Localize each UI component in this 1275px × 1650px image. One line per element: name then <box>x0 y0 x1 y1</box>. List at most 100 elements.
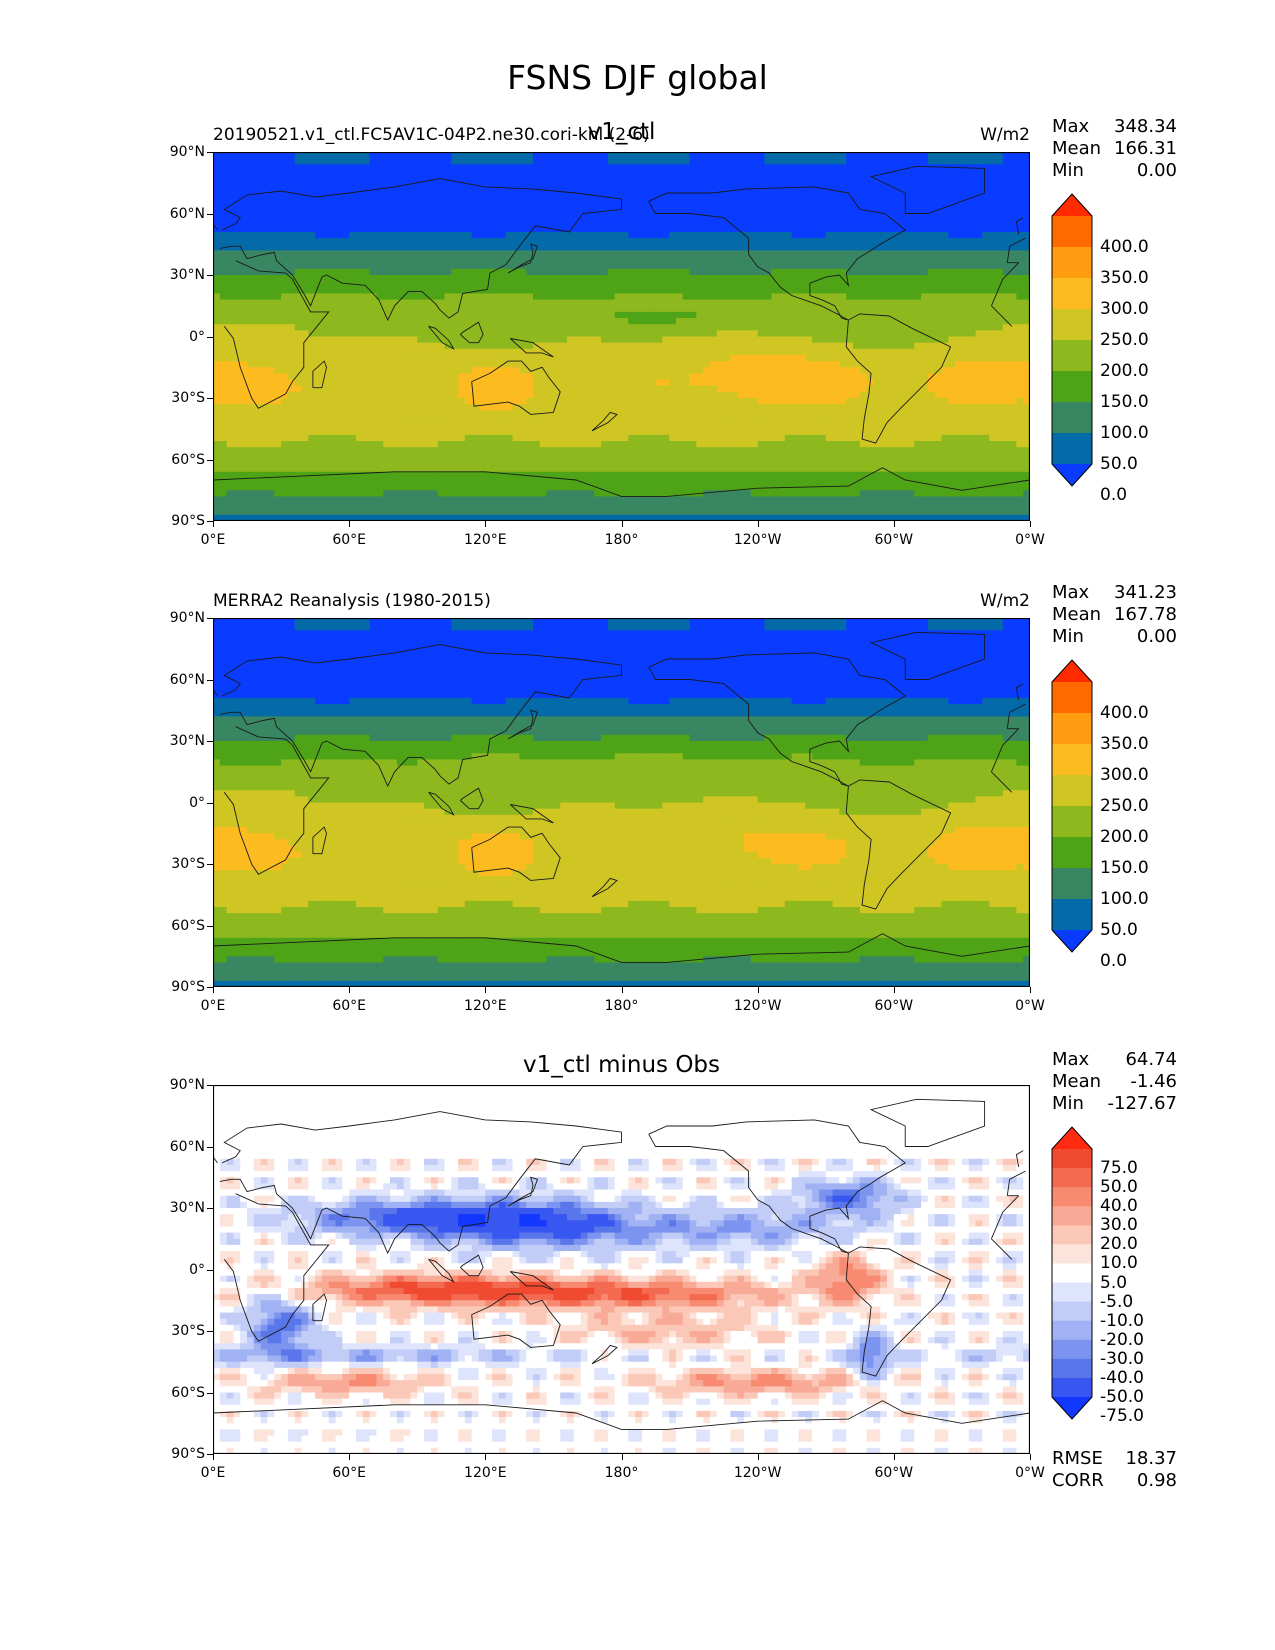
field-cell <box>716 262 725 270</box>
field-cell <box>451 219 459 227</box>
field-cell <box>975 176 983 184</box>
field-cell <box>723 373 732 381</box>
field-cell <box>852 250 861 258</box>
field-cell <box>294 318 303 325</box>
field-cell <box>648 164 657 172</box>
field-cell <box>771 330 779 338</box>
field-cell <box>961 176 970 184</box>
field-cell <box>437 201 446 208</box>
field-cell <box>485 348 493 356</box>
field-cell <box>390 164 398 172</box>
field-cell <box>240 268 248 276</box>
field-cell <box>941 361 949 368</box>
field-cell <box>233 318 241 325</box>
field-cell <box>614 336 623 344</box>
field-cell <box>934 201 943 208</box>
field-cell <box>369 379 377 387</box>
field-cell <box>532 201 541 208</box>
field-cell <box>267 250 275 258</box>
field-cell <box>614 385 623 393</box>
field-cell <box>730 152 738 159</box>
field-cell <box>417 305 425 313</box>
field-cell <box>900 213 909 221</box>
field-cell <box>744 231 752 239</box>
field-cell <box>553 195 561 202</box>
field-cell <box>485 152 493 159</box>
field-cell <box>458 342 466 350</box>
field-cell <box>274 275 282 282</box>
field-cell <box>750 176 759 184</box>
field-cell <box>219 231 228 239</box>
field-cell <box>921 164 929 172</box>
field-cell <box>825 391 834 399</box>
field-cell <box>812 231 820 239</box>
field-cell <box>226 287 235 295</box>
field-cell <box>342 164 350 172</box>
field-cell <box>1009 373 1017 381</box>
field-cell <box>859 268 868 276</box>
field-cell <box>607 158 616 165</box>
field-cell <box>614 305 623 313</box>
field-cell <box>219 201 228 208</box>
field-cell <box>818 188 827 196</box>
field-cell <box>294 330 303 338</box>
field-cell <box>532 287 541 295</box>
field-cell <box>458 207 466 215</box>
field-cell <box>900 219 909 227</box>
field-cell <box>342 293 350 301</box>
field-cell <box>308 305 316 313</box>
field-cell <box>464 152 473 159</box>
field-cell <box>260 287 269 295</box>
field-cell <box>825 281 834 288</box>
field-cell <box>757 207 766 215</box>
field-cell <box>281 404 289 411</box>
field-cell <box>859 275 868 282</box>
field-cell <box>403 158 412 165</box>
field-cell <box>710 299 718 307</box>
field-cell <box>710 164 718 172</box>
field-cell <box>294 170 303 178</box>
field-cell <box>914 305 922 313</box>
field-cell <box>818 225 827 233</box>
field-cell <box>355 213 364 221</box>
field-cell <box>505 244 514 251</box>
field-cell <box>750 182 759 190</box>
field-cell <box>247 299 255 307</box>
field-cell <box>989 188 997 196</box>
field-cell <box>669 318 677 325</box>
field-cell <box>798 213 806 221</box>
field-cell <box>744 385 752 393</box>
field-cell <box>553 379 561 387</box>
field-cell <box>219 342 228 350</box>
field-cell <box>614 348 623 356</box>
field-cell <box>669 244 677 251</box>
field-cell <box>641 336 650 344</box>
field-cell <box>948 348 956 356</box>
field-cell <box>1023 152 1030 159</box>
field-cell <box>655 207 663 215</box>
field-cell <box>287 238 296 245</box>
field-cell <box>798 250 806 258</box>
field-cell <box>451 158 459 165</box>
field-cell <box>961 354 970 362</box>
field-cell <box>927 342 936 350</box>
field-cell <box>478 170 486 178</box>
field-cell <box>723 225 732 233</box>
field-cell <box>757 318 766 325</box>
field-cell <box>560 305 568 313</box>
field-cell <box>430 324 439 331</box>
field-cell <box>757 330 766 338</box>
field-cell <box>716 182 725 190</box>
field-cell <box>641 158 650 165</box>
field-cell <box>301 275 309 282</box>
field-cell <box>818 293 827 301</box>
field-cell <box>294 268 303 276</box>
field-cell <box>961 225 970 233</box>
field-cell <box>907 201 915 208</box>
field-cell <box>866 354 875 362</box>
field-cell <box>274 391 282 399</box>
field-cell <box>376 219 384 227</box>
field-cell <box>532 336 541 344</box>
field-cell <box>1002 262 1011 270</box>
field-cell <box>764 225 772 233</box>
